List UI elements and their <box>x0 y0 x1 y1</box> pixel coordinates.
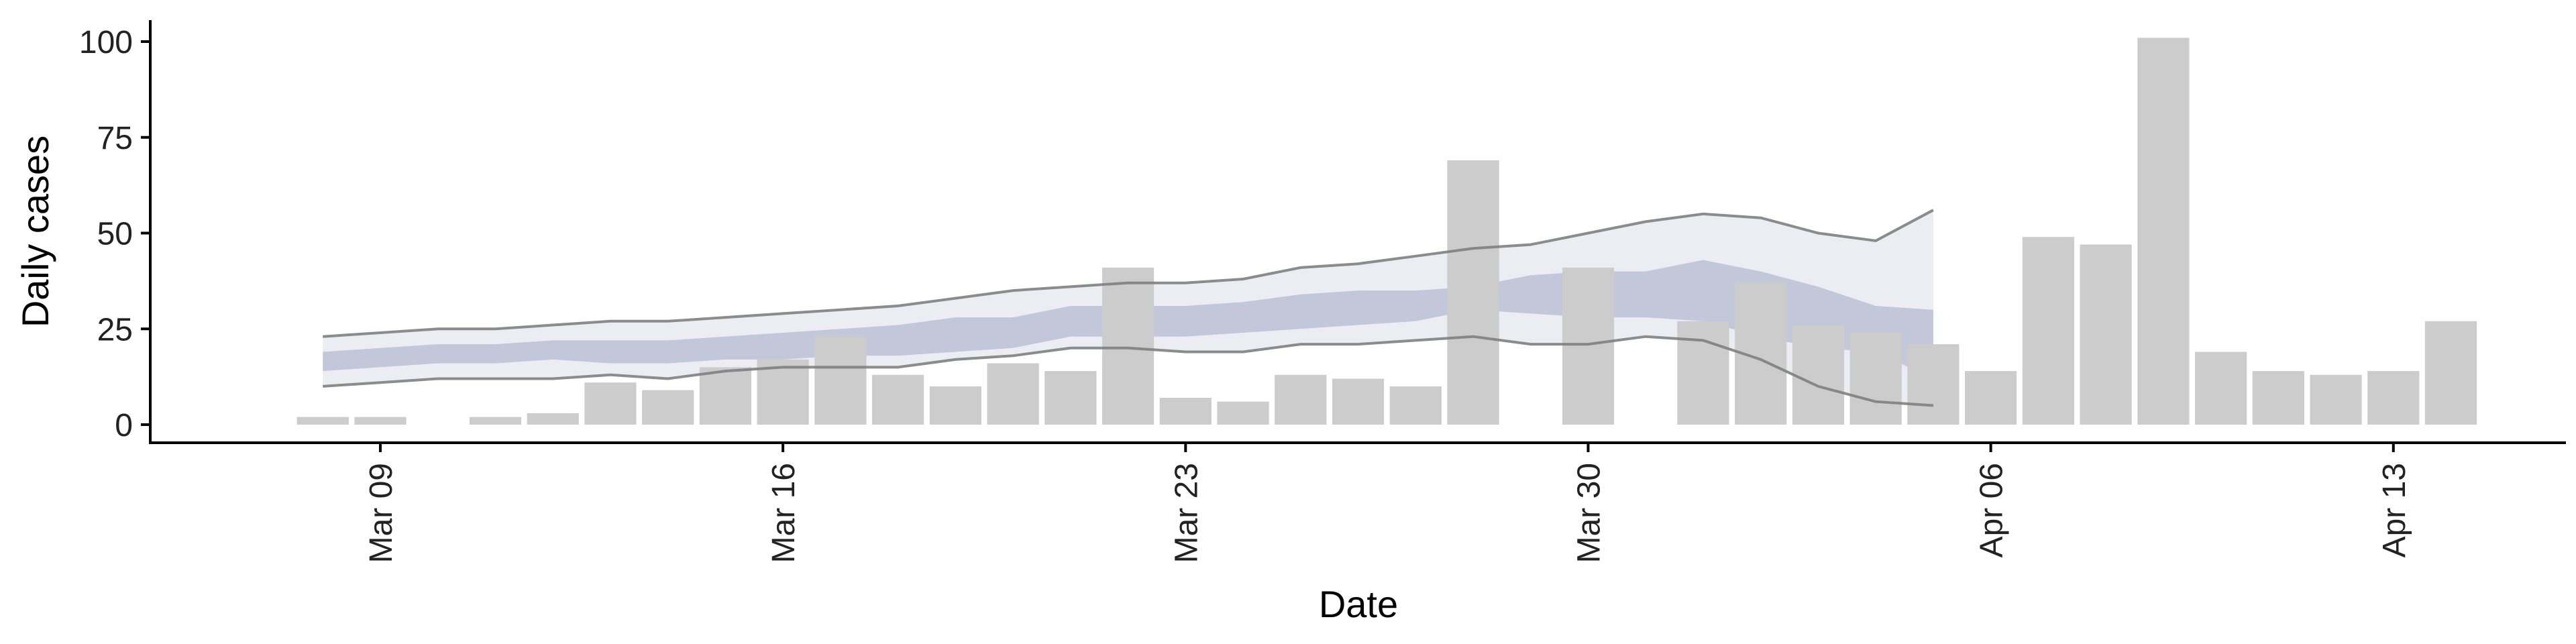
bar-2020-04-05 <box>1907 344 1960 425</box>
bar-2020-03-20 <box>987 363 1039 425</box>
bar-2020-03-21 <box>1044 371 1097 425</box>
bar-2020-03-11 <box>469 417 521 425</box>
bar-2020-03-17 <box>814 336 867 425</box>
bar-2020-03-18 <box>872 374 924 425</box>
bar-2020-03-15 <box>699 367 751 425</box>
bar-2020-03-26 <box>1332 378 1385 425</box>
bar-2020-04-08 <box>2080 244 2132 425</box>
x-tick-label-0: Mar 09 <box>364 463 399 563</box>
y-tick-label-50: 50 <box>97 217 133 252</box>
x-tick-label-5: Apr 13 <box>2377 463 2412 557</box>
y-axis-ticks: 0 25 50 75 100 <box>79 25 150 443</box>
x-tick-label-4: Apr 06 <box>1974 463 2010 557</box>
upper-bound-line <box>323 209 1934 338</box>
bar-2020-03-30 <box>1562 267 1615 425</box>
bar-2020-04-14 <box>2424 321 2477 425</box>
x-tick-label-2: Mar 23 <box>1169 463 1204 563</box>
y-tick-label-100: 100 <box>79 25 133 60</box>
bar-2020-03-27 <box>1389 386 1442 425</box>
lower-bound-line <box>323 335 1934 407</box>
bar-2020-03-28 <box>1447 160 1499 425</box>
bar-2020-04-10 <box>2195 352 2247 425</box>
bar-2020-04-04 <box>1849 333 1902 425</box>
bar-2020-03-25 <box>1275 374 1327 425</box>
x-axis-ticks: Mar 09 Mar 16 Mar 23 Mar 30 Apr 06 Apr 13 <box>364 443 2412 563</box>
bar-2020-04-06 <box>1965 371 2017 425</box>
bar-2020-04-11 <box>2252 371 2304 425</box>
bar-2020-03-08 <box>297 417 349 425</box>
x-axis-title: Date <box>1319 583 1398 625</box>
bar-2020-03-22 <box>1102 267 1155 425</box>
estimate-bound-lines <box>323 209 1934 407</box>
bar-2020-04-12 <box>2310 374 2362 425</box>
y-tick-label-0: 0 <box>115 408 133 443</box>
bar-2020-03-14 <box>642 390 694 425</box>
bar-2020-03-24 <box>1217 401 1269 425</box>
bar-2020-03-19 <box>929 386 981 425</box>
bar-2020-04-03 <box>1792 325 1844 425</box>
y-tick-label-25: 25 <box>97 312 133 347</box>
bar-2020-04-01 <box>1677 321 1729 425</box>
bar-2020-04-07 <box>2022 237 2074 425</box>
bar-2020-04-09 <box>2137 38 2190 425</box>
bar-2020-03-23 <box>1159 398 1212 425</box>
x-tick-label-3: Mar 30 <box>1572 463 1607 563</box>
bar-2020-03-12 <box>527 413 579 425</box>
x-tick-label-1: Mar 16 <box>766 463 802 563</box>
y-tick-label-75: 75 <box>97 121 133 156</box>
y-axis-title: Daily cases <box>14 136 56 327</box>
bar-2020-03-09 <box>354 417 407 425</box>
daily-cases-bars <box>297 38 2477 425</box>
bar-2020-03-16 <box>757 359 809 425</box>
bar-2020-03-13 <box>584 382 637 425</box>
bar-2020-04-13 <box>2367 371 2420 425</box>
